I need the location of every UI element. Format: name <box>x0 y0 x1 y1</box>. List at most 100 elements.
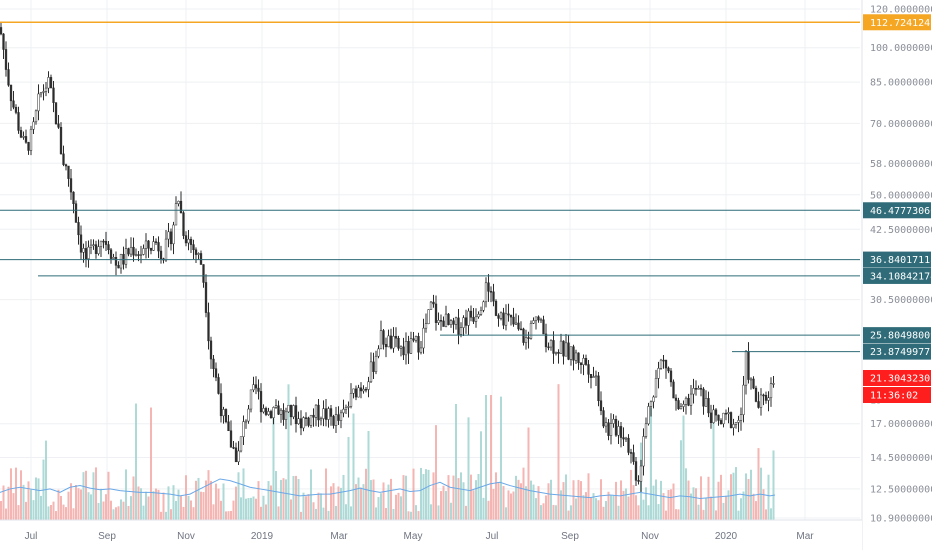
volume-bar <box>697 504 700 520</box>
volume-bar <box>222 483 225 520</box>
candle-body <box>232 447 235 449</box>
candle-body <box>314 404 318 418</box>
candle-body <box>282 409 285 420</box>
volume-bar <box>70 483 72 520</box>
candle-body <box>632 452 635 462</box>
volume-bar <box>472 490 475 520</box>
candle-body <box>287 404 290 413</box>
candle-body <box>622 437 625 440</box>
candle-body <box>289 404 293 418</box>
candle-body <box>0 27 3 35</box>
candle-body <box>32 121 35 130</box>
volume-bar <box>352 413 355 520</box>
volume-bar <box>585 492 587 520</box>
volume-bar <box>562 482 565 520</box>
volume-bar <box>477 474 480 520</box>
time-axis[interactable]: Jul Sep Nov 2019 Mar May Jul Sep Nov 2020 Mar <box>0 519 862 550</box>
candle-body <box>184 235 188 244</box>
candle-body <box>262 408 265 413</box>
volume-bar <box>772 450 775 520</box>
volume-bar <box>277 506 280 520</box>
candle-body <box>202 264 205 283</box>
volume-bar <box>680 440 682 520</box>
candle-body <box>737 420 740 423</box>
candle-body <box>479 310 483 315</box>
candle-body <box>304 417 308 419</box>
price-tag-label: 112.72412410 <box>870 18 932 29</box>
volume-bar <box>485 395 487 520</box>
candle-body <box>124 248 128 265</box>
volume-bar <box>427 469 430 520</box>
candle-body <box>179 200 183 213</box>
candle-body <box>497 315 500 319</box>
candle-body <box>422 327 425 349</box>
volume-bar <box>447 475 450 520</box>
candle-body <box>109 249 113 259</box>
candle-body <box>672 381 675 399</box>
volume-bar <box>60 495 62 520</box>
volume-bar <box>530 480 532 520</box>
candle-body <box>569 346 573 360</box>
candle-body <box>712 409 715 423</box>
volume-bar <box>720 474 722 520</box>
candle-body <box>607 422 610 436</box>
volume-bar <box>0 501 2 520</box>
candle-body <box>57 123 60 128</box>
volume-bar <box>577 479 580 520</box>
candle-body <box>739 414 743 421</box>
volume-bar <box>215 483 217 520</box>
candle-body <box>7 69 10 86</box>
volume-bar <box>537 486 540 520</box>
candle-body <box>349 393 353 407</box>
candle-body <box>482 301 485 311</box>
candle-body <box>464 317 468 326</box>
volume-bar <box>757 448 760 520</box>
volume-bar <box>487 500 490 520</box>
volume-bar <box>5 508 7 520</box>
candle-body <box>772 383 775 385</box>
candle-body <box>229 430 233 448</box>
candle-body <box>602 410 605 427</box>
volume-bar <box>540 505 542 520</box>
candle-body <box>279 409 283 415</box>
volume-bar <box>725 495 727 520</box>
candle-body <box>469 310 473 318</box>
volume-bar <box>37 478 40 520</box>
candle-body <box>504 313 508 326</box>
candle-body <box>397 337 400 349</box>
volume-bar <box>420 467 422 520</box>
volume-bar <box>132 476 135 520</box>
candle-body <box>214 368 218 378</box>
volume-bar <box>622 490 625 520</box>
candle-body <box>652 396 655 403</box>
candle-body <box>664 359 668 369</box>
volume-bar <box>510 493 512 520</box>
candle-body <box>382 330 385 345</box>
volume-bar <box>607 491 610 520</box>
candle-body <box>589 374 593 378</box>
volume-bar <box>600 479 602 520</box>
volume-bar <box>742 491 745 520</box>
candle-body <box>744 351 748 386</box>
candle-body <box>639 465 643 482</box>
price-tag <box>863 370 931 386</box>
volume-bar <box>567 510 570 520</box>
volume-bar <box>382 482 385 520</box>
candle-body <box>392 336 395 349</box>
volume-bar <box>77 488 80 520</box>
candle-body <box>67 165 70 179</box>
candle-body <box>54 102 58 125</box>
candle-body <box>297 418 300 425</box>
candle-body <box>734 422 738 425</box>
volume-bar <box>620 480 622 520</box>
volume-bar <box>492 488 495 520</box>
candle-body <box>529 323 533 339</box>
volume-bar <box>462 482 465 520</box>
volume-bar <box>292 476 295 520</box>
candle-body <box>94 244 98 254</box>
candle-body <box>294 405 298 425</box>
volume-bar <box>507 490 510 520</box>
candle-body <box>629 452 633 454</box>
volume-bar <box>40 495 42 520</box>
